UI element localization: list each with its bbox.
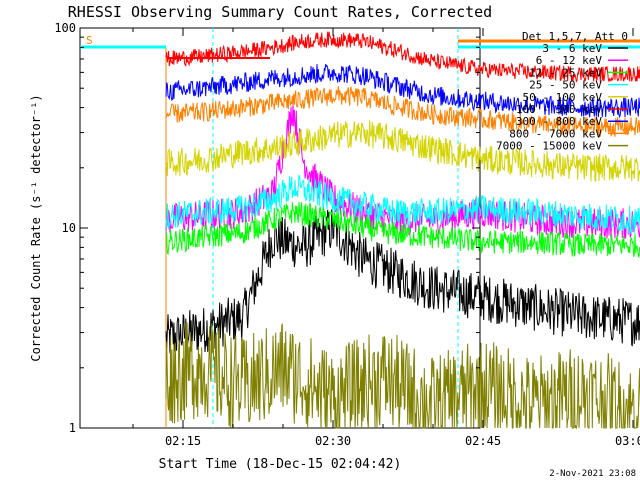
y-tick-label: 1 [69, 421, 76, 435]
legend-label: 100 - 300 keV [516, 103, 602, 116]
legend-label: 300 - 800 keV [516, 115, 602, 128]
footer-date: 2-Nov-2021 23:08 [549, 469, 636, 479]
series-line-3 [165, 202, 640, 259]
series-line-5 [165, 119, 640, 183]
legend-label: 7000 - 15000 keV [496, 140, 602, 153]
x-tick-label: 03:00 [615, 434, 640, 448]
legend-title: Det 1,5,7, Att 0 [522, 30, 628, 43]
plot-frame [79, 27, 481, 429]
series-line-9 [165, 322, 640, 430]
legend-label: 6 - 12 keV [536, 54, 603, 67]
series-line-1 [165, 209, 640, 355]
legend-label: 800 - 7000 keV [509, 127, 602, 140]
series-line-8 [165, 86, 640, 138]
legend-label: 3 - 6 keV [542, 42, 602, 55]
y-axis-label: Corrected Count Rate (s⁻¹ detector⁻¹) [29, 94, 43, 361]
corner-label: S [86, 34, 93, 47]
legend-label: 50 - 100 keV [523, 91, 603, 104]
legend-label: 12 - 25 keV [529, 66, 602, 79]
y-axis: 1 10 100 [54, 21, 480, 435]
series-line-6 [165, 31, 640, 83]
series-line-7 [165, 63, 640, 119]
y-tick-label: 10 [62, 221, 76, 235]
x-tick-label: 02:15 [165, 434, 201, 448]
y-tick-label: 100 [54, 21, 76, 35]
x-tick-label: 02:45 [465, 434, 501, 448]
x-tick-label: 02:30 [315, 434, 351, 448]
chart-title: RHESSI Observing Summary Count Rates, Co… [68, 3, 492, 21]
series-line-4 [165, 174, 640, 234]
plot-area [79, 27, 640, 430]
x-axis-label: Start Time (18-Dec-15 02:04:42) [159, 457, 402, 472]
legend-label: 25 - 50 keV [529, 79, 602, 92]
